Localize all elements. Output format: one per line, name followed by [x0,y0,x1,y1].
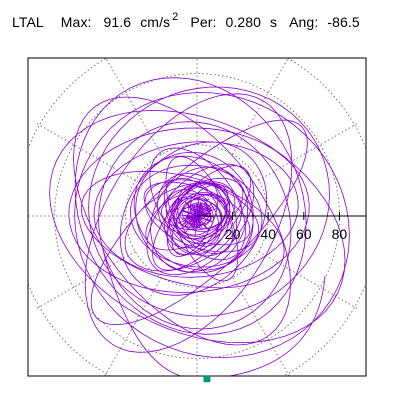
angle-value: -86.5 [327,14,360,30]
max-unit-exponent: 2 [172,11,179,23]
max-unit: cm/s 2 [140,11,179,31]
period-label: Per: [190,14,217,30]
plot-header: LTAL Max: 91.6 cm/s 2 Per: 0.280 s Ang: -… [12,11,360,31]
grid-spoke-30 [258,123,358,181]
period-value: 0.280 [225,14,261,30]
radial-tick-labels: 20 40 60 80 [225,226,348,242]
grid-spoke-330 [258,251,358,309]
grid-spoke-300 [232,277,290,376]
plot-frame [27,57,367,377]
angle-label: Ang: [289,14,319,30]
radial-tick-label-60: 60 [296,226,312,242]
max-value: 91.6 [103,14,132,30]
peak-marker [203,375,211,383]
max-label: Max: [60,14,92,30]
peak-marker-square [203,375,211,383]
grid-spoke-210 [36,251,136,309]
grid-spoke-120 [105,58,162,155]
radial-axis [197,212,366,220]
station-code: LTAL [12,14,44,30]
max-unit-text: cm/s [140,14,171,30]
radial-tick-label-20: 20 [225,226,241,242]
period-unit: s [270,14,278,30]
grid-spoke-150 [36,123,136,181]
radial-tick-label-40: 40 [260,226,276,242]
radial-tick-label-80: 80 [332,226,348,242]
